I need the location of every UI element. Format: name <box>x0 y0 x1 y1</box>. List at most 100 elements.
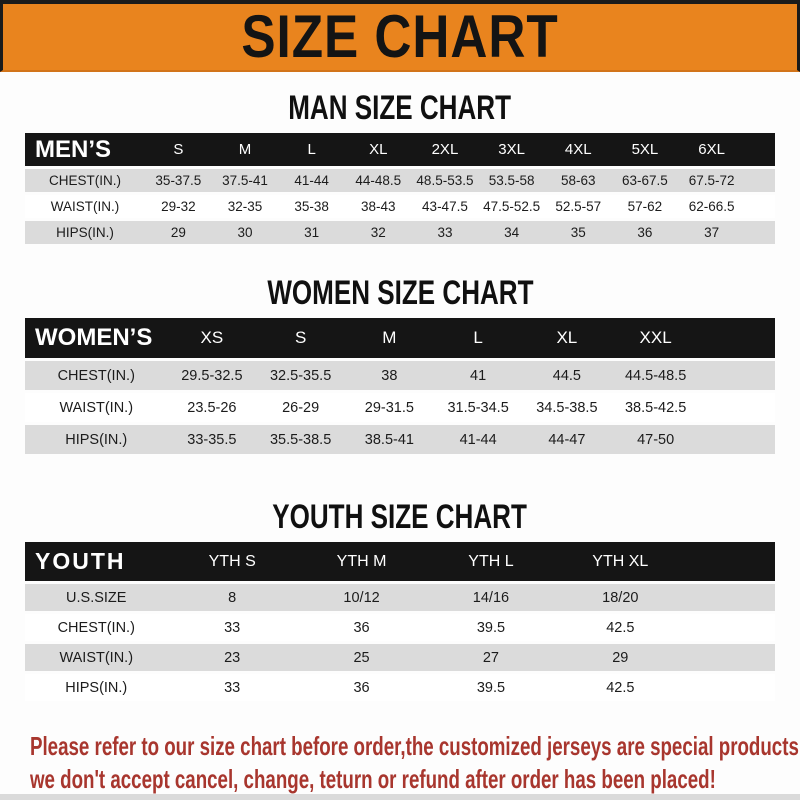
men-size-value: 35-37.5 <box>145 169 212 192</box>
women-size-value: 32.5-35.5 <box>256 361 345 390</box>
men-column-header: L <box>278 133 345 166</box>
youth-size-value: 36 <box>296 674 427 701</box>
youth-measurement-row: WAIST(IN.) 23 25 27 29 <box>25 644 775 671</box>
women-size-value: 31.5-34.5 <box>433 393 523 422</box>
women-measurement-row: CHEST(IN.) 29.5-32.5 32.5-35.5 38 41 44.5 44.5… <box>25 361 775 390</box>
men-size-value: 33 <box>411 221 479 244</box>
men-column-header: S <box>145 133 212 166</box>
men-row-spacer <box>745 169 775 192</box>
men-column-header: 3XL <box>478 133 545 166</box>
women-row-spacer <box>700 425 775 454</box>
women-size-value: 47-50 <box>611 425 700 454</box>
women-row-spacer <box>700 393 775 422</box>
order-policy-note: Please refer to our size chart before or… <box>30 730 800 796</box>
women-header-spacer <box>700 318 775 358</box>
youth-header-spacer <box>685 542 775 581</box>
women-size-value: 29.5-32.5 <box>167 361 257 390</box>
men-size-value: 57-62 <box>611 195 679 218</box>
women-header-row: WOMEN’S XS S M L XL XXL <box>25 318 775 358</box>
men-size-value: 34 <box>478 221 545 244</box>
women-section-title-text: WOMEN SIZE CHART <box>266 273 534 312</box>
youth-size-value: 39.5 <box>426 674 556 701</box>
women-row-label: CHEST(IN.) <box>25 361 168 390</box>
bottom-edge-strip <box>0 794 800 800</box>
youth-header-row: YOUTH YTH S YTH M YTH L YTH XL <box>25 542 775 581</box>
men-measurement-row: WAIST(IN.) 29-32 32-35 35-38 38-43 43-47.5 47.… <box>25 195 775 218</box>
men-table-header-label: MEN’S <box>25 133 145 166</box>
youth-size-value: 42.5 <box>555 614 685 641</box>
men-header-spacer <box>745 133 775 166</box>
order-policy-line1: Please refer to our size chart before or… <box>30 731 800 761</box>
men-section-title-text: MAN SIZE CHART <box>288 88 512 127</box>
men-size-value: 35 <box>544 221 612 244</box>
men-size-value: 48.5-53.5 <box>411 169 479 192</box>
women-column-header: S <box>256 318 345 358</box>
youth-size-value: 36 <box>296 614 427 641</box>
youth-row-label: CHEST(IN.) <box>25 614 168 641</box>
size-chart-banner: SIZE CHART <box>0 0 800 72</box>
youth-section-title-text: YOUTH SIZE CHART <box>272 497 528 536</box>
men-row-spacer <box>745 195 775 218</box>
youth-row-label: U.S.SIZE <box>25 584 168 611</box>
youth-size-value: 10/12 <box>296 584 427 611</box>
women-size-value: 44.5 <box>522 361 612 390</box>
women-size-value: 38 <box>345 361 434 390</box>
women-section-title: WOMEN SIZE CHART <box>0 273 800 312</box>
women-table-header-label: WOMEN’S <box>25 318 168 358</box>
women-column-header: XL <box>522 318 612 358</box>
youth-size-value: 25 <box>296 644 427 671</box>
men-row-label: WAIST(IN.) <box>25 195 145 218</box>
youth-column-header: YTH XL <box>555 542 685 581</box>
women-row-label: HIPS(IN.) <box>25 425 168 454</box>
youth-row-spacer <box>685 674 775 701</box>
youth-row-spacer <box>685 614 775 641</box>
women-column-header: M <box>345 318 434 358</box>
men-size-value: 47.5-52.5 <box>478 195 545 218</box>
youth-size-value: 29 <box>555 644 685 671</box>
men-size-value: 62-66.5 <box>678 195 745 218</box>
men-size-value: 67.5-72 <box>678 169 745 192</box>
men-size-value: 44-48.5 <box>344 169 412 192</box>
women-row-label: WAIST(IN.) <box>25 393 168 422</box>
men-header-row: MEN’S S M L XL 2XL 3XL 4XL 5XL 6XL <box>25 133 775 166</box>
men-column-header: 4XL <box>544 133 612 166</box>
youth-size-value: 39.5 <box>426 614 556 641</box>
women-size-value: 23.5-26 <box>167 393 257 422</box>
women-measurement-row: HIPS(IN.) 33-35.5 35.5-38.5 38.5-41 41-44 44-… <box>25 425 775 454</box>
men-row-label: CHEST(IN.) <box>25 169 145 192</box>
men-size-value: 36 <box>611 221 679 244</box>
youth-size-value: 14/16 <box>426 584 556 611</box>
women-size-value: 41-44 <box>433 425 523 454</box>
men-size-table: MEN’S S M L XL 2XL 3XL 4XL 5XL 6XL CHEST(IN.) 35-37… <box>25 130 775 247</box>
women-column-header: XXL <box>611 318 700 358</box>
youth-size-value: 18/20 <box>555 584 685 611</box>
men-size-value: 37 <box>678 221 745 244</box>
men-size-value: 29 <box>145 221 212 244</box>
men-size-value: 30 <box>211 221 279 244</box>
women-column-header: L <box>433 318 523 358</box>
youth-size-value: 33 <box>167 614 297 641</box>
women-size-value: 35.5-38.5 <box>256 425 345 454</box>
youth-row-label: WAIST(IN.) <box>25 644 168 671</box>
youth-measurement-row: HIPS(IN.) 33 36 39.5 42.5 <box>25 674 775 701</box>
men-size-value: 29-32 <box>145 195 212 218</box>
youth-size-table: YOUTH YTH S YTH M YTH L YTH XL U.S.SIZE 8 10/12… <box>25 539 775 704</box>
youth-measurement-row: CHEST(IN.) 33 36 39.5 42.5 <box>25 614 775 641</box>
youth-row-spacer <box>685 584 775 611</box>
men-size-value: 35-38 <box>278 195 345 218</box>
men-column-header: 2XL <box>411 133 479 166</box>
women-size-value: 44.5-48.5 <box>611 361 700 390</box>
women-size-value: 29-31.5 <box>345 393 434 422</box>
men-column-header: 6XL <box>678 133 745 166</box>
order-policy-line2: we don't accept cancel, change, teturn o… <box>30 764 716 794</box>
youth-column-header: YTH S <box>167 542 297 581</box>
men-size-value: 53.5-58 <box>478 169 545 192</box>
youth-column-header: YTH L <box>426 542 556 581</box>
youth-table-header-label: YOUTH <box>25 542 168 581</box>
men-size-value: 31 <box>278 221 345 244</box>
men-size-value: 43-47.5 <box>411 195 479 218</box>
men-row-label: HIPS(IN.) <box>25 221 145 244</box>
men-size-value: 52.5-57 <box>544 195 612 218</box>
men-size-value: 58-63 <box>544 169 612 192</box>
women-size-value: 38.5-42.5 <box>611 393 700 422</box>
